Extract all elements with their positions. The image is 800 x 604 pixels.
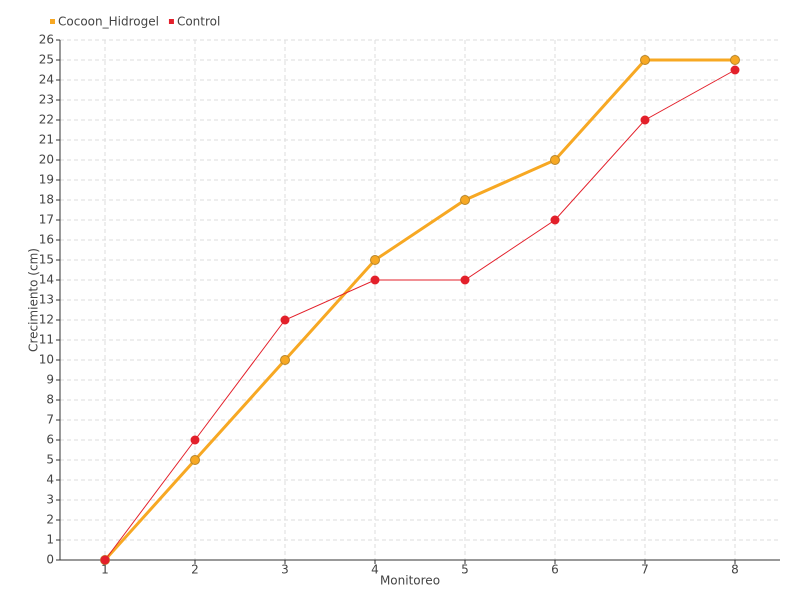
y-tick-label: 0 <box>46 553 54 567</box>
point <box>640 115 650 125</box>
x-tick-label: 3 <box>281 563 289 577</box>
legend-label: Cocoon_Hidrogel <box>58 15 159 29</box>
x-tick-label: 7 <box>641 563 649 577</box>
y-tick-label: 10 <box>39 353 54 367</box>
series-line <box>104 69 736 561</box>
y-tick-label: 11 <box>39 333 54 347</box>
point <box>550 155 560 165</box>
x-tick-label: 6 <box>551 563 559 577</box>
y-tick-label: 4 <box>46 473 54 487</box>
y-tick-label: 13 <box>39 293 54 307</box>
y-tick-label: 12 <box>39 313 54 327</box>
y-tick-label: 9 <box>46 373 54 387</box>
legend-swatch <box>168 19 174 24</box>
y-tick-label: 5 <box>46 453 54 467</box>
point <box>190 435 200 445</box>
legend-label: Control <box>177 15 220 29</box>
x-tick-label: 8 <box>731 563 739 577</box>
point <box>100 555 110 565</box>
series-line <box>103 58 735 562</box>
y-axis-label: Crecimiento (cm) <box>27 248 41 352</box>
x-tick-label: 4 <box>371 563 379 577</box>
point <box>370 275 380 285</box>
legend-swatch <box>50 19 55 24</box>
y-tick-label: 19 <box>39 173 54 187</box>
point <box>550 215 560 225</box>
y-tick-label: 7 <box>46 413 54 427</box>
point <box>370 255 380 265</box>
point <box>280 315 290 325</box>
y-tick-label: 24 <box>39 73 54 87</box>
y-tick-label: 15 <box>39 253 54 267</box>
x-tick-label: 5 <box>461 563 469 577</box>
y-tick-label: 18 <box>39 193 54 207</box>
point <box>280 355 290 365</box>
point <box>730 65 740 75</box>
x-tick-label: 2 <box>191 563 199 577</box>
y-tick-label: 21 <box>39 133 54 147</box>
y-tick-label: 16 <box>39 233 54 247</box>
y-tick-label: 22 <box>39 113 54 127</box>
y-tick-label: 20 <box>39 153 54 167</box>
y-tick-label: 1 <box>46 533 54 547</box>
y-tick-label: 14 <box>39 273 54 287</box>
y-tick-label: 6 <box>46 433 54 447</box>
point <box>460 195 470 205</box>
y-tick-label: 23 <box>39 93 54 107</box>
point <box>730 55 740 65</box>
x-axis-label: Monitoreo <box>380 574 440 588</box>
y-tick-label: 25 <box>39 53 54 67</box>
x-tick-label: 1 <box>101 563 109 577</box>
point <box>190 455 200 465</box>
y-tick-label: 8 <box>46 393 54 407</box>
point <box>460 275 470 285</box>
y-tick-label: 2 <box>46 513 54 527</box>
y-tick-label: 17 <box>39 213 54 227</box>
point <box>640 55 650 65</box>
y-tick-label: 3 <box>46 493 54 507</box>
y-tick-label: 26 <box>39 33 54 47</box>
